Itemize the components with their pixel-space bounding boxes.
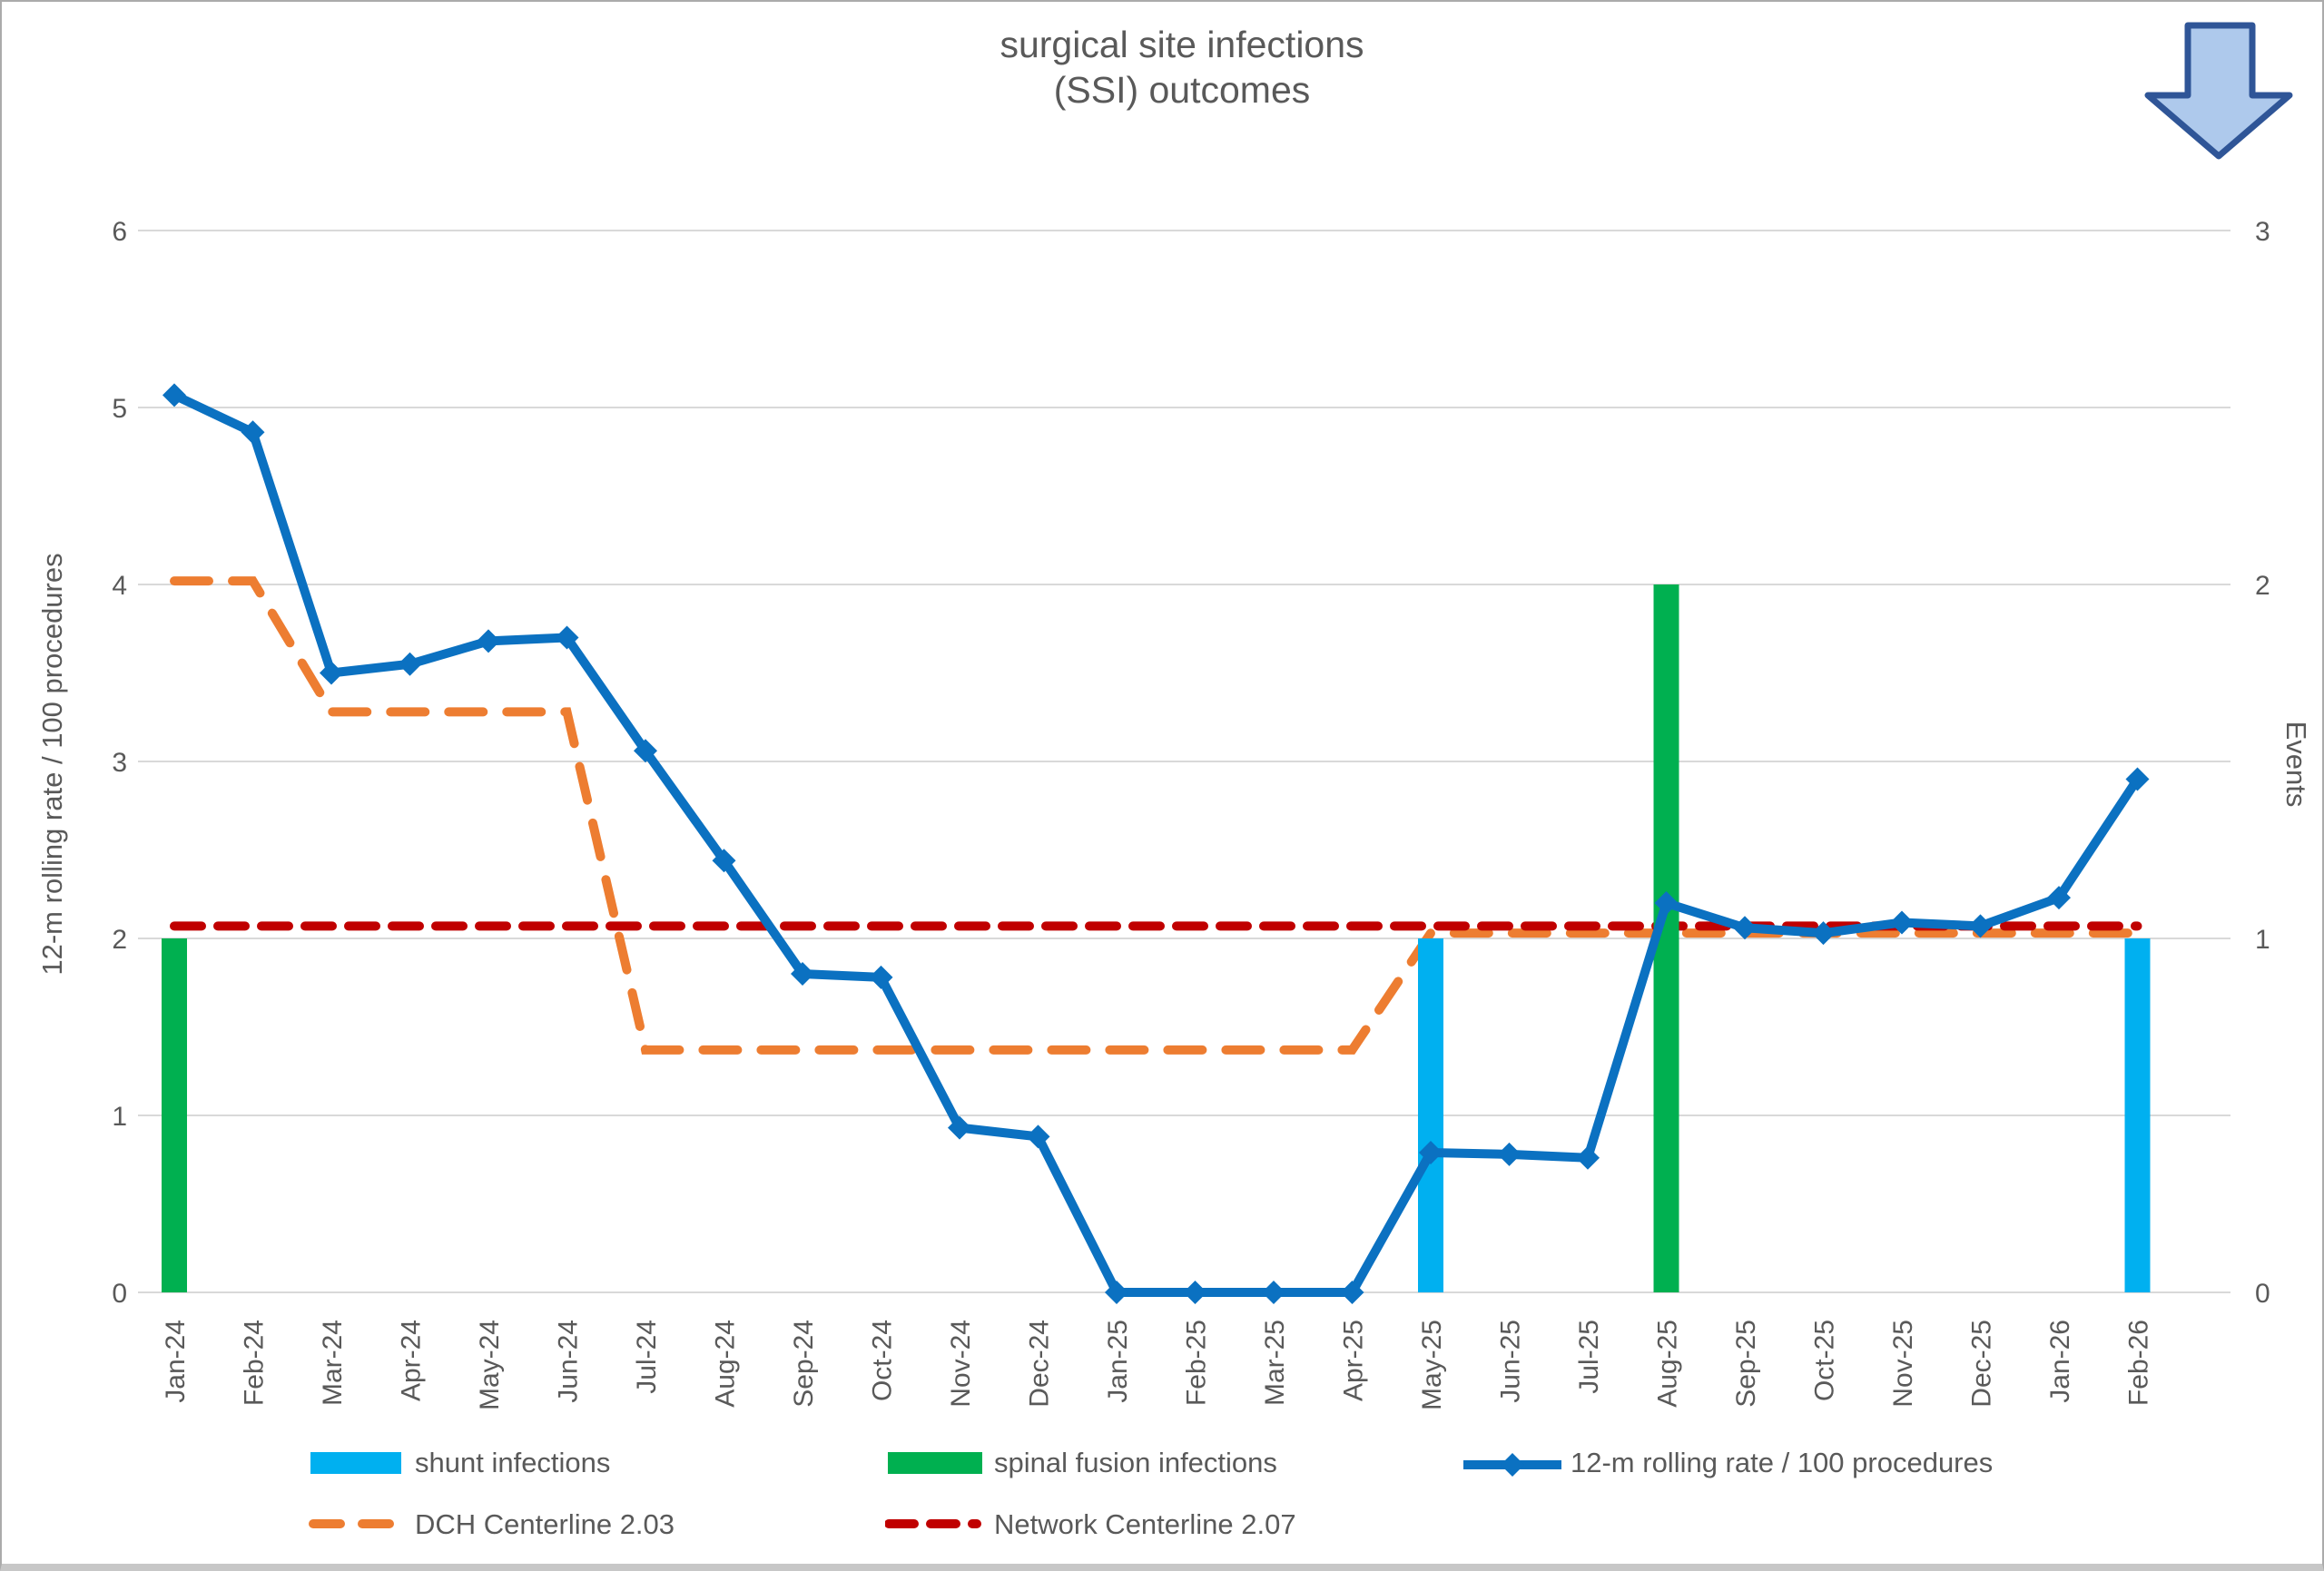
legend-line-marker-icon-rolling-rate (1463, 1453, 1561, 1477)
x-axis-label-Mar-24: Mar-24 (318, 1320, 348, 1406)
rolling-rate-marker-Sep-24 (791, 962, 814, 986)
x-axis-label-Dec-25: Dec-25 (1967, 1320, 1997, 1408)
left-axis-tick-2: 2 (112, 925, 127, 955)
rolling-rate-marker-May-25 (1419, 1140, 1443, 1164)
x-axis-label-Jul-24: Jul-24 (632, 1320, 662, 1394)
x-axis-label-Sep-24: Sep-24 (789, 1320, 819, 1408)
rolling-rate-marker-Oct-25 (1811, 921, 1836, 946)
legend-label-dch-centerline: DCH Centerline 2.03 (415, 1508, 675, 1540)
rolling-rate-marker-Feb-26 (2125, 767, 2150, 791)
x-axis-label-Aug-24: Aug-24 (711, 1320, 741, 1408)
x-axis-label-Jan-26: Jan-26 (2045, 1320, 2075, 1403)
x-axis-label-May-24: May-24 (475, 1320, 505, 1410)
left-axis-tick-3: 3 (112, 748, 127, 778)
rolling-rate-marker-Apr-24 (398, 652, 422, 676)
legend-dashed-line-icon-network-centerline (885, 1519, 987, 1528)
x-axis-label-Jul-25: Jul-25 (1574, 1320, 1604, 1394)
rolling-rate-marker-Jul-24 (634, 739, 657, 763)
left-axis-tick-4: 4 (112, 571, 127, 601)
rolling-rate-marker-Apr-25 (1340, 1281, 1364, 1304)
legend-swatch-shunt-infections (310, 1452, 401, 1474)
x-axis-label-Feb-26: Feb-26 (2124, 1320, 2154, 1406)
rolling-rate-marker-Jun-25 (1497, 1142, 1521, 1166)
rolling-rate-marker-Oct-24 (869, 965, 893, 989)
legend-label-network-centerline: Network Centerline 2.07 (994, 1508, 1296, 1540)
x-axis-label-Apr-24: Apr-24 (397, 1320, 427, 1401)
spinal-fusion-infections-bar-Jan-24 (162, 938, 187, 1292)
rolling-rate-marker-Jan-26 (2047, 886, 2071, 910)
legend-diamond-marker-rolling-rate (1501, 1453, 1524, 1477)
shunt-infections-bar-Feb-26 (2124, 938, 2151, 1292)
rolling-rate-marker-Nov-25 (1890, 910, 1914, 935)
rolling-rate-marker-Dec-25 (1968, 914, 1993, 938)
x-axis-label-Jan-25: Jan-25 (1103, 1320, 1133, 1403)
rolling-rate-marker-Jan-24 (162, 383, 186, 407)
left-axis-tick-0: 0 (112, 1279, 127, 1309)
x-axis-label-Nov-24: Nov-24 (946, 1320, 976, 1408)
rolling-rate-marker-Aug-24 (712, 849, 736, 873)
x-axis-label-Dec-24: Dec-24 (1025, 1320, 1055, 1408)
right-axis-tick-0: 0 (2255, 1279, 2270, 1309)
rolling-rate-marker-Aug-25 (1654, 891, 1679, 915)
right-axis-tick-1: 1 (2255, 925, 2270, 955)
x-axis-label-Mar-25: Mar-25 (1260, 1320, 1290, 1406)
rolling-rate-marker-Jul-25 (1576, 1145, 1600, 1170)
legend-label-shunt-infections: shunt infections (415, 1447, 611, 1478)
right-axis-tick-3: 3 (2255, 217, 2270, 247)
shunt-infections-bar-May-25 (1418, 938, 1443, 1292)
rolling-rate-marker-Mar-24 (320, 661, 343, 685)
down-arrow-shape (2144, 22, 2293, 160)
x-axis-label-Nov-25: Nov-25 (1888, 1320, 1918, 1408)
x-axis-label-Feb-25: Feb-25 (1182, 1320, 1212, 1406)
left-axis-tick-5: 5 (112, 394, 127, 424)
left-axis-tick-6: 6 (112, 217, 127, 247)
rolling-rate-marker-Jan-25 (1105, 1281, 1128, 1304)
x-axis-label-Aug-25: Aug-25 (1653, 1320, 1683, 1408)
legend-label-rolling-rate: 12-m rolling rate / 100 procedures (1571, 1447, 1994, 1478)
x-axis-label-Sep-25: Sep-25 (1731, 1320, 1761, 1408)
rolling-rate-marker-May-24 (477, 629, 500, 653)
x-axis-label-Jun-24: Jun-24 (554, 1320, 584, 1403)
rolling-rate-marker-Dec-24 (1026, 1124, 1050, 1149)
left-axis-tick-1: 1 (112, 1102, 127, 1132)
chart-title-line2: (SSI) outcomes (1053, 69, 1311, 111)
rolling-rate-marker-Jun-24 (555, 625, 579, 650)
legend-label-spinal-fusion-infections: spinal fusion infections (994, 1447, 1277, 1478)
chart-title: surgical site infections (SSI) outcomes (1000, 22, 1364, 113)
rolling-rate-marker-Nov-24 (948, 1115, 971, 1140)
rolling-rate-marker-Feb-24 (241, 420, 265, 445)
legend-swatch-spinal-fusion-infections (888, 1452, 982, 1474)
rolling-rate-marker-Mar-25 (1262, 1281, 1285, 1304)
rolling-rate-marker-Feb-25 (1183, 1281, 1207, 1304)
x-axis-label-Oct-24: Oct-24 (868, 1320, 898, 1401)
legend-dashed-line-icon-dch-centerline (309, 1519, 399, 1528)
right-axis-title: Events (2280, 721, 2312, 808)
down-arrow-icon (2144, 22, 2293, 160)
chart-title-line1: surgical site infections (1000, 24, 1364, 65)
x-axis-label-Apr-25: Apr-25 (1339, 1320, 1369, 1401)
rolling-rate-line (172, 390, 2142, 1297)
x-axis-label-Jan-24: Jan-24 (161, 1320, 191, 1403)
x-axis-label-Feb-24: Feb-24 (240, 1320, 270, 1406)
rolling-rate-marker-Sep-25 (1733, 916, 1757, 940)
x-axis-label-Oct-25: Oct-25 (1810, 1320, 1840, 1401)
x-axis-label-May-25: May-25 (1417, 1320, 1447, 1410)
right-axis-tick-2: 2 (2255, 571, 2270, 601)
left-axis-title: 12-m rolling rate / 100 procedures (36, 553, 68, 976)
x-axis-label-Jun-25: Jun-25 (1496, 1320, 1526, 1403)
